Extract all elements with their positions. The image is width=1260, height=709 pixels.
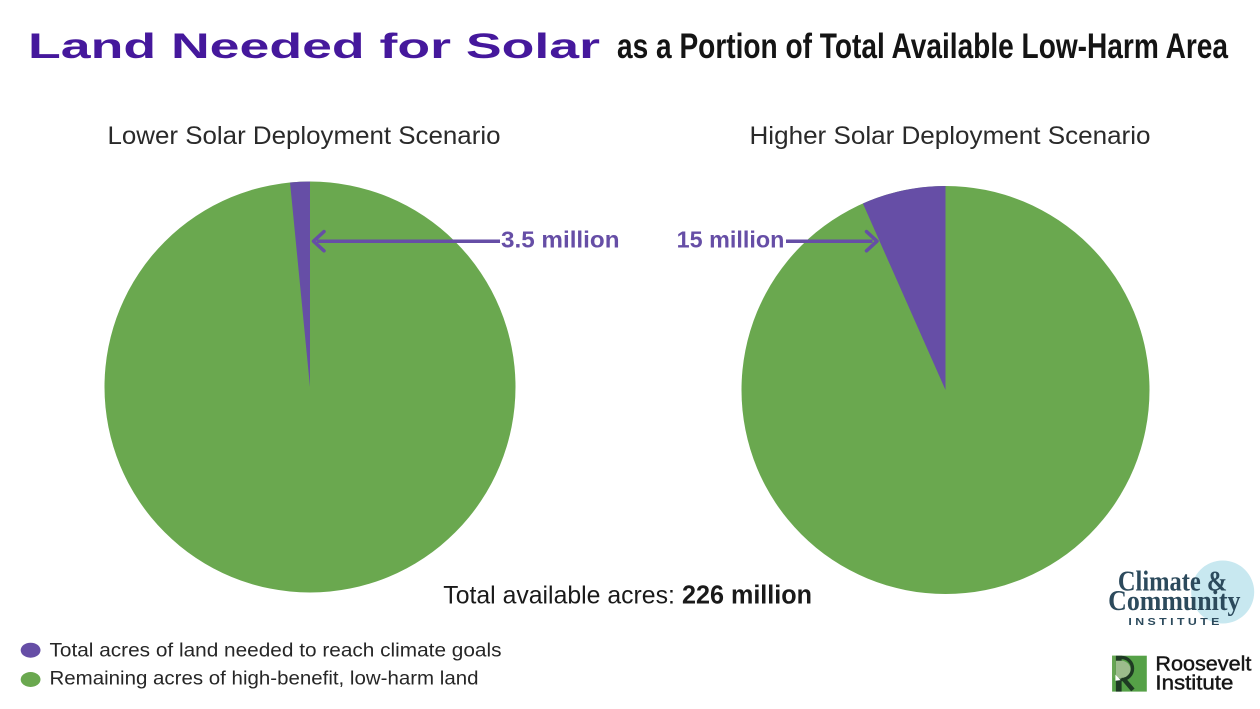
svg-text:I N S T I T U T E: I N S T I T U T E [1128,616,1219,628]
svg-text:3.5 million: 3.5 million [501,227,620,253]
svg-text:Remaining acres of high-benefi: Remaining acres of high-benefit, low-har… [50,668,479,690]
svg-text:as a Portion of Total Availabl: as a Portion of Total Available Low-Harm… [617,26,1228,66]
svg-text:15 million: 15 million [677,227,785,253]
svg-text:Lower Solar Deployment Scenari: Lower Solar Deployment Scenario [108,123,501,150]
svg-text:Higher Solar Deployment Scenar: Higher Solar Deployment Scenario [750,123,1151,150]
svg-text:Land Needed for Solar: Land Needed for Solar [28,26,600,66]
svg-text:Community: Community [1108,586,1240,617]
svg-text:Total available acres:: Total available acres: [443,583,675,610]
svg-text:Total acres of land needed to: Total acres of land needed to reach clim… [50,640,502,662]
svg-text:Climate &: Climate & [1118,566,1227,597]
svg-text:226 million: 226 million [682,580,812,610]
svg-text:Roosevelt: Roosevelt [1155,652,1251,675]
svg-text:Institute: Institute [1155,672,1233,695]
